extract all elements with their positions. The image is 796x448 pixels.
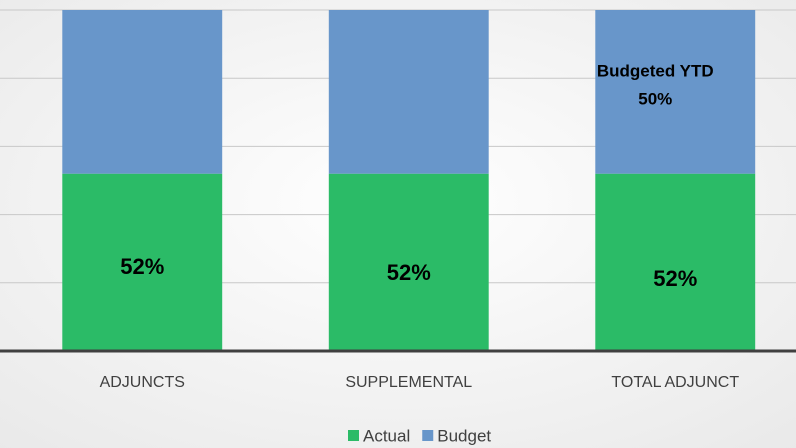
legend-swatch <box>422 430 434 441</box>
legend-swatch <box>348 430 359 441</box>
x-tick-label: SUPPLEMENTAL <box>345 374 472 391</box>
annotation: Budgeted YTD <box>597 61 714 80</box>
x-tick-label: TOTAL ADJUNCT <box>611 374 739 391</box>
data-label: 52% <box>653 266 697 291</box>
legend-label: Budget <box>437 426 491 445</box>
legend-label: Actual <box>363 426 410 445</box>
bar-segment <box>62 10 223 174</box>
data-label: 52% <box>387 260 431 285</box>
bar-segment <box>328 10 489 174</box>
data-label: 52% <box>120 254 164 279</box>
bar-segment <box>595 173 756 351</box>
x-tick-label: ADJUNCTS <box>100 374 185 391</box>
bar-segment <box>62 173 223 351</box>
bar-segment <box>328 173 489 351</box>
annotation: 50% <box>638 89 672 108</box>
bar-segment <box>595 10 756 174</box>
